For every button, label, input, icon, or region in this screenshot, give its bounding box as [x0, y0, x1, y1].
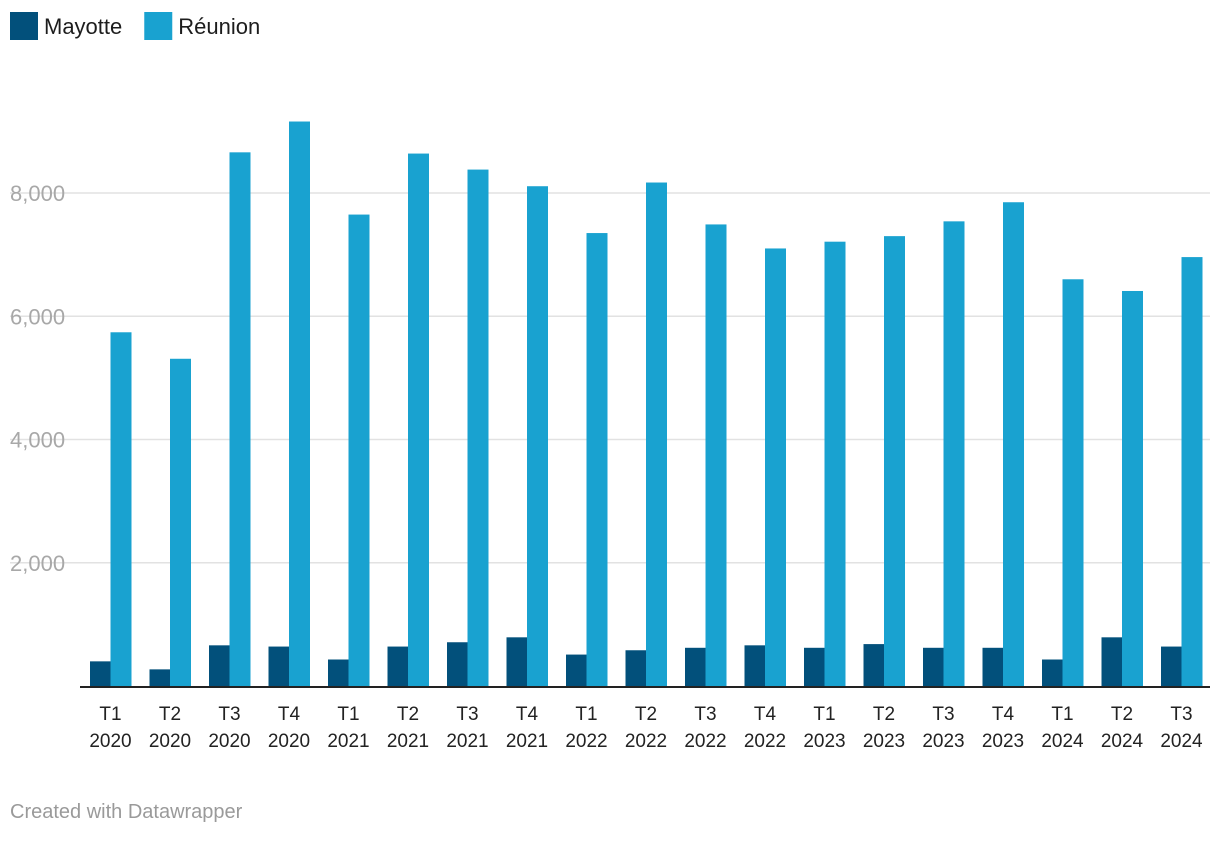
bar-r-union-t4-2021[interactable] — [527, 186, 548, 686]
bar-mayotte-t2-2024[interactable] — [1101, 637, 1123, 686]
x-tick-year-4: 2021 — [327, 731, 369, 752]
x-tick-quarter-7: T4 — [516, 704, 539, 725]
x-tick-year-13: 2023 — [863, 731, 905, 752]
bar-r-union-t2-2024[interactable] — [1122, 290, 1143, 686]
x-tick-year-3: 2020 — [268, 731, 310, 752]
bar-mayotte-t3-2022[interactable] — [685, 647, 706, 686]
bar-r-union-t4-2022[interactable] — [765, 248, 786, 686]
x-tick-year-2: 2020 — [208, 731, 250, 752]
x-tick-year-18: 2024 — [1160, 731, 1203, 752]
y-tick-label-4000: 4,000 — [10, 428, 65, 453]
legend-swatch-r-union — [144, 12, 173, 40]
bar-mayotte-t1-2022[interactable] — [566, 654, 587, 686]
x-tick-year-10: 2022 — [684, 731, 726, 752]
x-tick-quarter-0: T1 — [99, 704, 121, 725]
bar-r-union-t3-2021[interactable] — [467, 169, 489, 686]
x-tick-quarter-2: T3 — [218, 704, 240, 725]
bar-mayotte-t3-2020[interactable] — [209, 645, 230, 686]
bar-r-union-t1-2022[interactable] — [586, 233, 608, 686]
y-axis-ticks: 2,000 4,000 6,000 8,000 — [10, 181, 65, 576]
x-tick-year-11: 2022 — [744, 731, 786, 752]
legend-label-mayotte: Mayotte — [44, 14, 122, 39]
bar-r-union-t2-2020[interactable] — [170, 358, 191, 686]
x-tick-year-8: 2022 — [565, 731, 607, 752]
x-tick-quarter-15: T4 — [992, 704, 1015, 725]
bar-mayotte-t1-2023[interactable] — [804, 647, 825, 686]
bar-r-union-t2-2021[interactable] — [408, 153, 429, 686]
x-tick-quarter-6: T3 — [456, 704, 478, 725]
bar-r-union-t2-2023[interactable] — [884, 236, 905, 686]
x-tick-quarter-10: T3 — [694, 704, 716, 725]
x-axis-ticks: T1 2020 T2 2020 T3 2020 T4 2020 T1 2021 T2 2021 T3 20… — [89, 704, 1203, 752]
x-tick-quarter-17: T2 — [1111, 704, 1133, 725]
x-tick-quarter-8: T1 — [575, 704, 597, 725]
x-tick-year-17: 2024 — [1101, 731, 1144, 752]
bar-r-union-t3-2022[interactable] — [705, 224, 727, 686]
bar-mayotte-t3-2024[interactable] — [1161, 646, 1182, 686]
x-tick-quarter-12: T1 — [813, 704, 835, 725]
x-tick-quarter-13: T2 — [873, 704, 895, 725]
x-tick-year-16: 2024 — [1041, 731, 1084, 752]
bar-mayotte-t1-2021[interactable] — [328, 659, 349, 686]
x-tick-quarter-9: T2 — [635, 704, 657, 725]
bar-mayotte-t1-2024[interactable] — [1042, 659, 1063, 686]
bar-mayotte-t4-2020[interactable] — [268, 646, 290, 686]
bar-r-union-t1-2024[interactable] — [1062, 279, 1084, 686]
bar-mayotte-t3-2021[interactable] — [447, 642, 468, 686]
bar-mayotte-t4-2022[interactable] — [744, 645, 766, 686]
bar-mayotte-t4-2021[interactable] — [506, 637, 528, 686]
x-tick-year-14: 2023 — [922, 731, 964, 752]
bar-r-union-t2-2022[interactable] — [646, 182, 667, 686]
x-tick-year-6: 2021 — [446, 731, 488, 752]
x-tick-year-7: 2021 — [506, 731, 548, 752]
bar-r-union-t4-2020[interactable] — [289, 121, 310, 686]
y-tick-label-2000: 2,000 — [10, 551, 65, 576]
credit-text[interactable]: Created with Datawrapper — [10, 801, 243, 823]
bar-mayotte-t2-2023[interactable] — [863, 644, 885, 686]
bar-r-union-t1-2021[interactable] — [348, 214, 370, 686]
x-tick-year-9: 2022 — [625, 731, 667, 752]
x-tick-quarter-3: T4 — [278, 704, 301, 725]
bar-mayotte-t3-2023[interactable] — [923, 647, 944, 686]
x-tick-year-15: 2023 — [982, 731, 1024, 752]
x-tick-quarter-14: T3 — [932, 704, 954, 725]
x-tick-quarter-4: T1 — [337, 704, 359, 725]
bar-r-union-t1-2020[interactable] — [110, 332, 132, 686]
bars — [90, 121, 1203, 686]
x-tick-year-5: 2021 — [387, 731, 429, 752]
y-tick-label-8000: 8,000 — [10, 181, 65, 206]
x-tick-quarter-5: T2 — [397, 704, 419, 725]
bar-mayotte-t4-2023[interactable] — [982, 647, 1004, 686]
x-tick-quarter-16: T1 — [1051, 704, 1073, 725]
x-tick-year-1: 2020 — [149, 731, 191, 752]
bar-mayotte-t2-2020[interactable] — [149, 669, 171, 686]
x-tick-year-0: 2020 — [89, 731, 131, 752]
x-tick-quarter-11: T4 — [754, 704, 777, 725]
bar-mayotte-t2-2021[interactable] — [387, 646, 409, 686]
x-tick-quarter-18: T3 — [1170, 704, 1192, 725]
x-tick-year-12: 2023 — [803, 731, 845, 752]
bar-mayotte-t1-2020[interactable] — [90, 661, 111, 686]
bar-mayotte-t2-2022[interactable] — [625, 650, 647, 686]
bar-r-union-t3-2020[interactable] — [229, 152, 251, 686]
legend-label-r-union: Réunion — [178, 14, 260, 39]
bar-r-union-t4-2023[interactable] — [1003, 202, 1024, 686]
bar-r-union-t1-2023[interactable] — [824, 241, 846, 686]
bar-r-union-t3-2024[interactable] — [1181, 257, 1203, 686]
y-tick-label-6000: 6,000 — [10, 304, 65, 329]
legend-swatch-mayotte — [10, 12, 38, 40]
bar-r-union-t3-2023[interactable] — [943, 221, 965, 686]
x-tick-quarter-1: T2 — [159, 704, 181, 725]
legend: Mayotte Réunion — [10, 12, 260, 40]
